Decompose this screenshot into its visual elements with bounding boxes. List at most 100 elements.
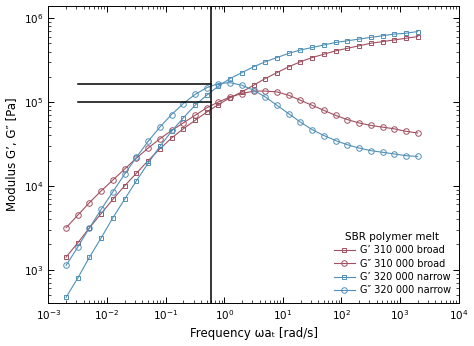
G″ 320 000 narrow <box>298 120 303 124</box>
G’ 320 000 narrow <box>228 76 233 81</box>
G’ 310 000 broad <box>87 226 92 230</box>
G’ 310 000 broad <box>145 158 151 163</box>
G″ 310 000 broad <box>263 89 268 93</box>
G″ 310 000 broad <box>169 128 174 133</box>
G’ 310 000 broad <box>286 65 292 69</box>
G″ 310 000 broad <box>87 201 92 205</box>
G’ 320 000 narrow <box>99 236 104 240</box>
G″ 310 000 broad <box>122 167 128 171</box>
G″ 310 000 broad <box>274 90 280 94</box>
G’ 320 000 narrow <box>251 65 256 69</box>
G″ 320 000 narrow <box>122 172 128 176</box>
G’ 320 000 narrow <box>333 40 338 45</box>
G’ 320 000 narrow <box>321 43 327 47</box>
G″ 320 000 narrow <box>380 150 385 154</box>
G’ 310 000 broad <box>216 102 221 107</box>
G’ 310 000 broad <box>380 39 385 44</box>
G’ 320 000 narrow <box>368 35 374 39</box>
G’ 320 000 narrow <box>403 31 409 35</box>
Y-axis label: Modulus G’, G″ [Pa]: Modulus G’, G″ [Pa] <box>6 98 18 211</box>
G’ 310 000 broad <box>403 36 409 40</box>
G″ 320 000 narrow <box>403 154 409 158</box>
G’ 310 000 broad <box>298 60 303 64</box>
G’ 320 000 narrow <box>415 29 420 34</box>
G’ 320 000 narrow <box>239 71 245 75</box>
G’ 320 000 narrow <box>274 55 280 60</box>
G″ 310 000 broad <box>63 226 69 230</box>
Line: G″ 320 000 narrow: G″ 320 000 narrow <box>63 80 420 268</box>
G″ 320 000 narrow <box>63 263 69 267</box>
G″ 310 000 broad <box>310 103 315 107</box>
G’ 320 000 narrow <box>380 34 385 38</box>
G″ 310 000 broad <box>239 92 245 96</box>
G’ 310 000 broad <box>321 52 327 56</box>
G″ 310 000 broad <box>298 98 303 102</box>
G″ 310 000 broad <box>392 127 397 131</box>
G’ 310 000 broad <box>75 241 81 245</box>
G″ 320 000 narrow <box>239 83 245 87</box>
G’ 310 000 broad <box>110 197 116 201</box>
G″ 320 000 narrow <box>274 103 280 107</box>
Legend: G’ 310 000 broad, G″ 310 000 broad, G’ 320 000 narrow, G″ 320 000 narrow: G’ 310 000 broad, G″ 310 000 broad, G’ 3… <box>331 229 454 298</box>
G″ 320 000 narrow <box>204 86 210 90</box>
G’ 320 000 narrow <box>204 93 210 97</box>
G’ 310 000 broad <box>122 184 128 188</box>
G″ 310 000 broad <box>145 146 151 150</box>
G″ 320 000 narrow <box>110 190 116 194</box>
G’ 320 000 narrow <box>110 216 116 220</box>
G″ 320 000 narrow <box>368 148 374 153</box>
G’ 320 000 narrow <box>216 84 221 88</box>
G″ 310 000 broad <box>321 108 327 112</box>
G″ 320 000 narrow <box>99 207 104 211</box>
G″ 310 000 broad <box>134 156 139 160</box>
G″ 310 000 broad <box>181 121 186 125</box>
G″ 320 000 narrow <box>251 88 256 92</box>
G″ 320 000 narrow <box>228 81 233 85</box>
G’ 320 000 narrow <box>134 179 139 183</box>
G’ 310 000 broad <box>181 127 186 131</box>
G″ 320 000 narrow <box>310 128 315 132</box>
G″ 320 000 narrow <box>415 154 420 158</box>
G″ 310 000 broad <box>251 89 256 93</box>
G″ 320 000 narrow <box>356 146 362 150</box>
G’ 310 000 broad <box>157 147 163 151</box>
G″ 320 000 narrow <box>321 134 327 138</box>
G’ 310 000 broad <box>310 55 315 60</box>
G’ 320 000 narrow <box>263 60 268 64</box>
G″ 310 000 broad <box>157 137 163 141</box>
G’ 320 000 narrow <box>192 103 198 107</box>
G″ 320 000 narrow <box>75 245 81 249</box>
G’ 320 000 narrow <box>63 295 69 299</box>
G’ 310 000 broad <box>204 110 210 114</box>
X-axis label: Frequency ωaₜ [rad/s]: Frequency ωaₜ [rad/s] <box>190 327 318 340</box>
G’ 310 000 broad <box>345 46 350 51</box>
G″ 310 000 broad <box>415 131 420 135</box>
G’ 320 000 narrow <box>298 48 303 52</box>
G’ 310 000 broad <box>99 211 104 216</box>
G’ 310 000 broad <box>392 38 397 42</box>
G″ 310 000 broad <box>345 118 350 122</box>
G’ 310 000 broad <box>263 76 268 81</box>
G″ 310 000 broad <box>333 113 338 118</box>
G’ 320 000 narrow <box>87 255 92 259</box>
G’ 310 000 broad <box>274 71 280 75</box>
G″ 310 000 broad <box>99 189 104 193</box>
G’ 320 000 narrow <box>157 144 163 148</box>
G″ 320 000 narrow <box>145 139 151 144</box>
G’ 320 000 narrow <box>286 51 292 55</box>
G’ 320 000 narrow <box>169 129 174 134</box>
G″ 310 000 broad <box>204 106 210 110</box>
G’ 320 000 narrow <box>181 116 186 120</box>
G’ 310 000 broad <box>134 171 139 175</box>
G’ 320 000 narrow <box>356 37 362 41</box>
G’ 310 000 broad <box>169 136 174 140</box>
G″ 320 000 narrow <box>216 81 221 85</box>
Line: G’ 320 000 narrow: G’ 320 000 narrow <box>64 29 420 300</box>
G″ 320 000 narrow <box>333 138 338 143</box>
G″ 320 000 narrow <box>392 152 397 156</box>
G″ 310 000 broad <box>286 93 292 97</box>
G’ 310 000 broad <box>333 49 338 53</box>
G’ 320 000 narrow <box>122 197 128 201</box>
G″ 320 000 narrow <box>134 155 139 160</box>
G″ 310 000 broad <box>192 113 198 118</box>
